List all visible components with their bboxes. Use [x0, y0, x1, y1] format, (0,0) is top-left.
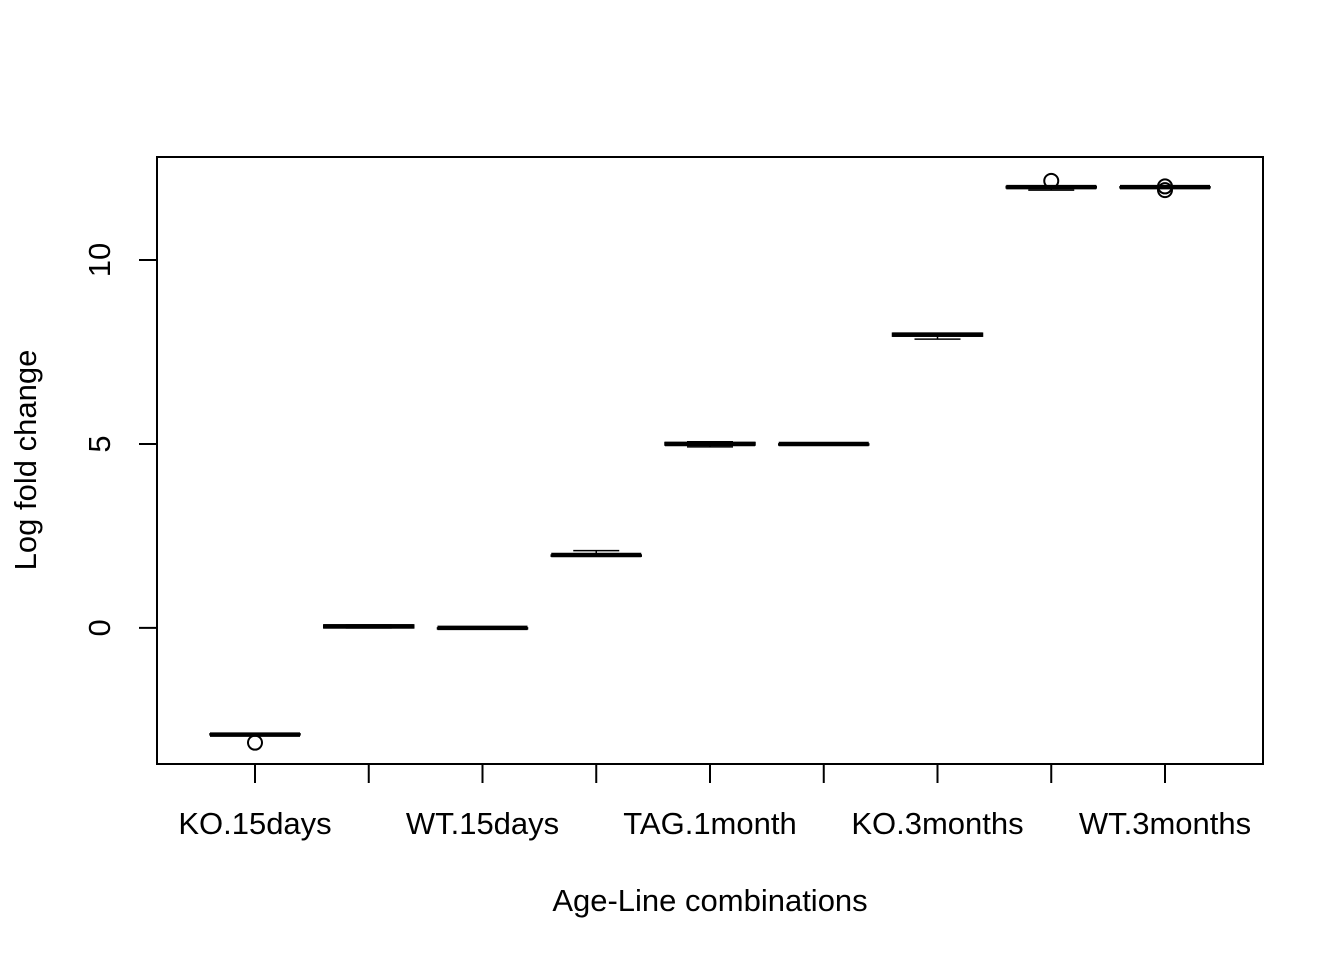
- box-group: [1005, 172, 1097, 191]
- y-tick-label: 10: [82, 243, 117, 277]
- box-group: [436, 625, 529, 631]
- y-axis-title: Log fold change: [8, 350, 43, 571]
- x-axis-title: Age-Line combinations: [552, 883, 867, 918]
- outlier-point: [247, 734, 263, 751]
- box-group: [550, 549, 642, 558]
- box-group: [664, 440, 756, 448]
- x-axis: KO.15days WT.15days TAG.1month KO.3months WT…: [178, 763, 1251, 841]
- x-tick-label: WT.3months: [1079, 806, 1251, 841]
- outlier-point: [1043, 172, 1060, 189]
- box-group: [778, 441, 870, 447]
- box-group: [891, 332, 984, 340]
- y-tick-label: 5: [82, 435, 117, 452]
- box-group: [1119, 178, 1211, 199]
- x-tick-label: WT.15days: [406, 806, 559, 841]
- y-axis: 0 5 10: [82, 243, 158, 637]
- box-series: [209, 172, 1211, 751]
- box-group: [209, 732, 301, 751]
- box-group: [323, 624, 415, 629]
- plot-frame: [156, 156, 1264, 765]
- outlier-point: [1157, 178, 1173, 195]
- y-tick-label: 0: [82, 619, 117, 636]
- x-tick-label: KO.3months: [851, 806, 1023, 841]
- x-tick-label: TAG.1month: [623, 806, 796, 841]
- x-tick-label: KO.15days: [178, 806, 331, 841]
